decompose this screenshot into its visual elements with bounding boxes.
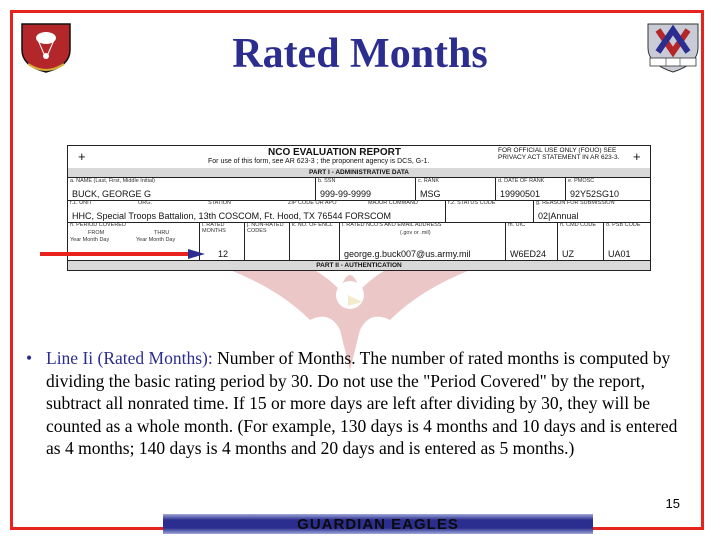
form-value: 02|Annual xyxy=(538,211,579,221)
form-label: k. NO. OF ENCL xyxy=(292,222,333,228)
form-value: 999-99-9999 xyxy=(320,189,372,199)
form-label: l. RATED NCO'S AKO EMAIL ADDRESS xyxy=(342,222,442,228)
bullet-paragraph: • Line Ii (Rated Months): Number of Mont… xyxy=(26,347,686,460)
form-label: d. DATE OF RANK xyxy=(498,178,545,184)
form-label: b. SSN xyxy=(318,178,336,184)
form-value: W6ED24 xyxy=(510,249,547,259)
form-label: THRU xyxy=(154,230,170,236)
form-label: a. NAME (Last, First, Middle Initial) xyxy=(70,178,155,184)
form-value: george.g.buck007@us.army.mil xyxy=(344,249,471,259)
form-cell-nonrated: j. NON-RATED CODES xyxy=(245,222,290,260)
form-row-unit: f.1. UNIT ORG. STATION ZIP CODE OR APO M… xyxy=(68,200,650,223)
form-label: ORG. xyxy=(138,200,153,206)
eagle-icon xyxy=(230,258,470,370)
form-value: UZ xyxy=(562,249,574,259)
form-subtitle: For use of this form, see AR 623-3 ; the… xyxy=(208,158,430,165)
form-row-name: a. NAME (Last, First, Middle Initial) BU… xyxy=(68,178,650,201)
form-value: 12 xyxy=(218,249,229,259)
form-label: f.1. UNIT xyxy=(70,200,93,206)
form-label: m. UIC xyxy=(508,222,526,228)
form-row-period: h. PERIOD COVERED FROM THRU Year Month D… xyxy=(68,222,650,261)
form-label: n. CMD CODE xyxy=(560,222,597,228)
form-value: BUCK, GEORGE G xyxy=(72,189,152,199)
form-cell-rank: c. RANK MSG xyxy=(416,178,496,200)
footer-bar xyxy=(163,514,593,534)
form-value: HHC, Special Troops Battalion, 13th COSC… xyxy=(72,211,391,221)
form-cell-date-of-rank: d. DATE OF RANK 19990501 xyxy=(496,178,566,200)
form-cell-name: a. NAME (Last, First, Middle Initial) BU… xyxy=(68,178,316,200)
form-label: f.2. STATUS CODE xyxy=(448,200,496,206)
form-label: c. RANK xyxy=(418,178,440,184)
nco-evaluation-form-image: + NCO EVALUATION REPORT For use of this … xyxy=(67,145,651,271)
form-label: MAJOR COMMAND xyxy=(368,200,418,206)
form-cell-ssn: b. SSN 999-99-9999 xyxy=(316,178,416,200)
form-value: 92Y52SG10 xyxy=(570,189,620,199)
form-cell-encl: k. NO. OF ENCL xyxy=(290,222,340,260)
form-part2-header: PART II - AUTHENTICATION xyxy=(68,261,650,270)
form-fouo: FOR OFFICIAL USE ONLY (FOUO) SEE PRIVACY… xyxy=(498,147,620,161)
form-cell-psb-code: o. PSB CODE UA01 xyxy=(604,222,650,260)
form-cell-email: l. RATED NCO'S AKO EMAIL ADDRESS (.gov o… xyxy=(340,222,506,260)
form-label: (.gov or .mil) xyxy=(400,230,431,236)
red-arrow-icon xyxy=(40,249,205,259)
form-label: FROM xyxy=(88,230,105,236)
form-part1-header: PART I - ADMINISTRATIVE DATA xyxy=(68,168,650,178)
bullet-highlight: Line Ii (Rated Months): xyxy=(46,348,213,368)
form-label: ZIP CODE OR APO xyxy=(288,200,337,206)
form-label: Year Month Day xyxy=(70,237,110,243)
form-label: e. PMOSC xyxy=(568,178,595,184)
plus-icon: + xyxy=(78,149,86,164)
form-cell-reason: g. REASON FOR SUBMISSION 02|Annual xyxy=(534,200,650,222)
form-cell-cmd-code: n. CMD CODE UZ xyxy=(558,222,604,260)
form-cell-period: h. PERIOD COVERED FROM THRU Year Month D… xyxy=(68,222,200,260)
form-header: + NCO EVALUATION REPORT For use of this … xyxy=(68,146,650,169)
page-number: 15 xyxy=(665,496,680,511)
slide-title: Rated Months xyxy=(232,31,488,77)
form-label: h. PERIOD COVERED xyxy=(70,222,126,228)
form-cell-unit: f.1. UNIT ORG. STATION ZIP CODE OR APO M… xyxy=(68,200,446,222)
form-label: Year Month Day xyxy=(136,237,176,243)
form-label: g. REASON FOR SUBMISSION xyxy=(536,200,615,206)
bullet-icon: • xyxy=(26,348,33,368)
form-label: j. NON-RATED CODES xyxy=(247,222,284,234)
plus-icon: + xyxy=(633,149,641,164)
airborne-unit-crest-icon xyxy=(21,23,71,73)
form-cell-status: f.2. STATUS CODE xyxy=(446,200,534,222)
form-label: o. PSB CODE xyxy=(606,222,641,228)
form-label: STATION xyxy=(208,200,232,206)
form-value: 19990501 xyxy=(500,189,541,199)
bullet-body: Number of Months. The number of rated mo… xyxy=(46,348,678,458)
form-title: NCO EVALUATION REPORT xyxy=(268,147,401,158)
form-cell-rated-months: i. RATED MONTHS 12 xyxy=(200,222,245,260)
form-value: UA01 xyxy=(608,249,631,259)
form-label: i. RATED MONTHS xyxy=(202,222,226,234)
form-cell-pmosc: e. PMOSC 92Y52SG10 xyxy=(566,178,650,200)
footer-label: GUARDIAN EAGLES xyxy=(297,516,459,533)
corps-insignia-icon xyxy=(647,23,699,73)
form-cell-uic: m. UIC W6ED24 xyxy=(506,222,558,260)
form-value: MSG xyxy=(420,189,441,199)
